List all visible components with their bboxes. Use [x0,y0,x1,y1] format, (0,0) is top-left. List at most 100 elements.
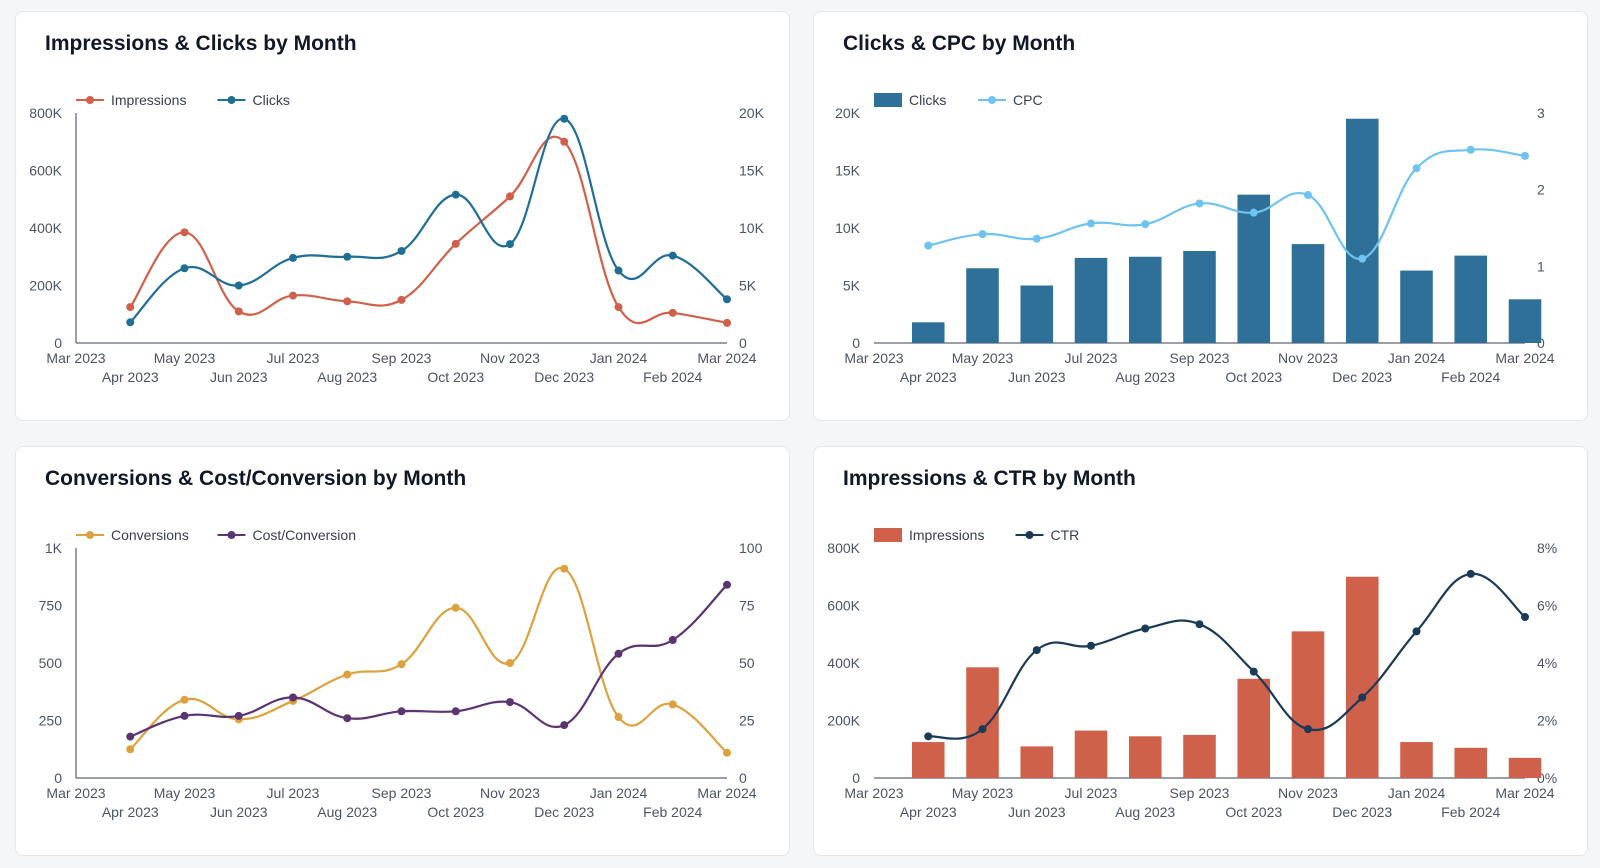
x-tick-label: Apr 2023 [102,804,159,820]
bar [1128,736,1162,778]
data-point [289,693,297,702]
bar [966,667,999,778]
data-point [614,649,623,658]
y-left-tick-label: 5K [843,278,861,294]
chart-title: Impressions & Clicks by Month [45,32,357,55]
data-point [451,707,460,716]
data-point [723,580,731,589]
legend-swatch-dot [988,96,996,104]
x-tick-label: Apr 2023 [102,369,159,385]
y-right-tick-label: 4% [1537,655,1557,671]
data-point [506,659,514,667]
x-tick-label: Nov 2023 [480,785,540,801]
legend-swatch-dot [86,96,94,104]
data-point [1304,191,1312,200]
data-point [723,318,731,327]
bar [1291,631,1325,778]
series-line [129,566,728,754]
x-tick-label: Sep 2023 [1170,350,1230,366]
data-point [1358,693,1367,702]
legend-swatch-dot [227,531,236,539]
x-tick-label: Dec 2023 [1332,369,1392,385]
data-point [1032,234,1041,243]
data-point [343,297,352,306]
data-point [1087,641,1095,650]
data-point [1249,208,1258,217]
legend-label: Clicks [909,92,946,108]
data-point [668,251,677,260]
x-tick-label: Dec 2023 [534,804,594,820]
x-tick-label: Feb 2024 [643,369,702,385]
data-point [924,241,933,250]
y-right-tick-label: 50 [739,655,755,671]
legend-label: Impressions [909,527,984,543]
y-left-tick-label: 200K [29,278,62,294]
x-tick-label: Feb 2024 [643,804,702,820]
data-point [1249,667,1258,676]
legend-swatch-dot [1025,531,1034,539]
x-tick-label: Nov 2023 [480,350,540,366]
bar [1508,299,1542,343]
data-point [126,318,135,327]
bar [966,268,999,343]
data-point [234,281,243,290]
x-tick-label: Jan 2024 [590,350,648,366]
x-tick-label: Feb 2024 [1441,804,1500,820]
bar [1237,678,1271,778]
data-point [506,192,514,201]
bar [1508,757,1542,778]
data-point [126,745,135,754]
y-right-tick-label: 0 [739,770,747,786]
data-point [180,711,189,720]
chart-title: Impressions & CTR by Month [843,467,1136,490]
data-point [978,725,987,734]
y-left-tick-label: 20K [835,105,861,121]
conversions-cost-chart: 0 250 500 750 1K 0 25 50 75 100 Mar 2023 Apr 2023 Ma… [39,527,763,820]
data-point [397,660,406,669]
x-tick-label: Sep 2023 [1170,785,1230,801]
y-left-tick-label: 500 [39,655,63,671]
data-point [1412,164,1421,173]
legend-swatch-dot [227,96,236,104]
data-point [1521,151,1529,160]
legend-swatch-dot [86,531,94,539]
y-right-tick-label: 2 [1537,182,1545,198]
y-left-tick-label: 200K [827,713,860,729]
x-tick-label: Aug 2023 [317,369,377,385]
y-left-tick-label: 800K [827,540,860,556]
x-tick-label: Feb 2024 [1441,369,1500,385]
data-point [180,264,189,273]
y-right-tick-label: 0 [739,335,747,351]
x-tick-label: May 2023 [952,350,1014,366]
bar [1291,244,1325,343]
x-tick-label: Dec 2023 [1332,804,1392,820]
x-tick-label: Mar 2023 [46,785,105,801]
x-tick-label: Mar 2024 [697,785,756,801]
data-point [668,700,677,709]
data-point [614,303,623,312]
x-tick-label: May 2023 [154,785,216,801]
data-point [614,266,623,275]
data-point [397,247,406,255]
bar [1020,746,1054,778]
data-point [924,732,933,741]
data-point [668,636,677,644]
legend-swatch [874,528,902,542]
x-tick-label: Jun 2023 [1008,804,1066,820]
x-tick-label: Oct 2023 [1225,804,1282,820]
data-point [343,670,352,679]
bar [1345,118,1379,343]
x-tick-label: Mar 2023 [844,350,903,366]
y-right-tick-label: 3 [1537,105,1545,121]
data-point [560,721,569,730]
series-line [129,117,728,324]
legend-label: Impressions [111,92,186,108]
y-right-tick-label: 0% [1537,770,1557,786]
legend-label: CTR [1051,527,1080,543]
data-point [180,695,189,704]
data-point [723,748,731,757]
data-point [343,714,352,723]
y-left-tick-label: 800K [29,105,62,121]
y-left-tick-label: 0 [852,770,860,786]
data-point [1304,725,1312,734]
